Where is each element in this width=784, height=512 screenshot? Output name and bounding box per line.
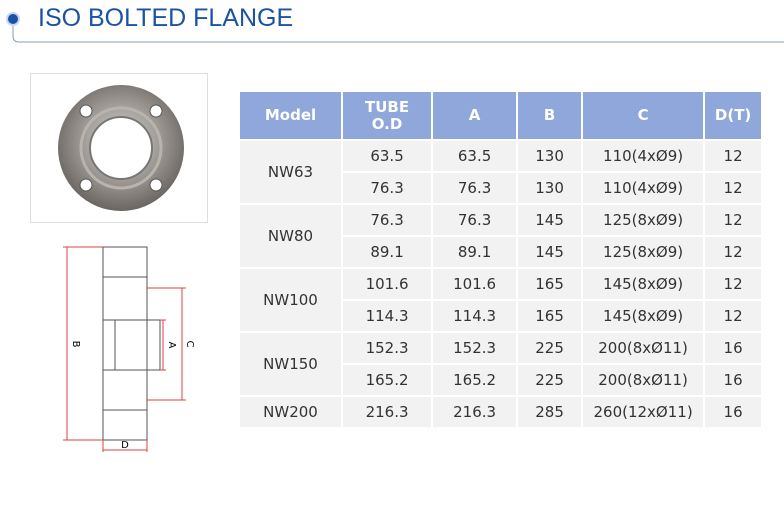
table-cell: 12 bbox=[705, 205, 762, 235]
table-cell: 165 bbox=[518, 269, 582, 299]
table-cell: 260(12xØ11) bbox=[583, 397, 704, 427]
table-cell: 145 bbox=[518, 237, 582, 267]
table-cell: 110(4xØ9) bbox=[583, 173, 704, 203]
table-row: NW200 216.3 216.3 285 260(12xØ11) 16 bbox=[240, 397, 762, 427]
table-cell: 89.1 bbox=[343, 237, 432, 267]
column-header: Model bbox=[240, 92, 341, 139]
dimension-label: B bbox=[70, 341, 81, 348]
table-cell: 125(8xØ9) bbox=[583, 205, 704, 235]
table-cell: 63.5 bbox=[343, 141, 432, 171]
table-cell: 152.3 bbox=[433, 333, 517, 363]
page-title: ISO BOLTED FLANGE bbox=[38, 4, 294, 32]
table-cell: 285 bbox=[518, 397, 582, 427]
column-header: D(T) bbox=[705, 92, 762, 139]
table-cell: 76.3 bbox=[433, 173, 517, 203]
flange-image bbox=[58, 85, 184, 211]
table-cell: 12 bbox=[705, 301, 762, 331]
table-cell: 89.1 bbox=[433, 237, 517, 267]
table-cell: 130 bbox=[518, 141, 582, 171]
table-row: NW63 63.5 63.5 130 110(4xØ9) 12 bbox=[240, 141, 762, 203]
table-cell: 216.3 bbox=[433, 397, 517, 427]
table-cell: 145(8xØ9) bbox=[583, 301, 704, 331]
column-header: C bbox=[583, 92, 704, 139]
table-row: 76.3 76.3 130 110(4xØ9) 12 bbox=[240, 173, 762, 203]
product-photo bbox=[30, 73, 208, 223]
model-cell: NW200 bbox=[240, 397, 341, 427]
model-cell: NW80 bbox=[240, 205, 341, 267]
header-row: Model TUBE O.D A B C D(T) bbox=[240, 92, 762, 139]
model-cell: NW100 bbox=[240, 269, 341, 331]
table-cell: 200(8xØ11) bbox=[583, 365, 704, 395]
table-cell: 16 bbox=[705, 397, 762, 427]
table-cell: 145 bbox=[518, 205, 582, 235]
model-cell: NW63 bbox=[240, 141, 341, 203]
table-cell: 165.2 bbox=[343, 365, 432, 395]
column-header: TUBE O.D bbox=[343, 92, 432, 139]
table-cell: 63.5 bbox=[433, 141, 517, 171]
table-cell: 152.3 bbox=[343, 333, 432, 363]
table-cell: 145(8xØ9) bbox=[583, 269, 704, 299]
spec-table: Model TUBE O.D A B C D(T) NW63 63.5 63.5 130 110(… bbox=[238, 90, 763, 429]
table-cell: 12 bbox=[705, 269, 762, 299]
dimension-label: D bbox=[121, 440, 129, 451]
table-cell: 16 bbox=[705, 333, 762, 363]
table-row: 89.1 89.1 145 125(8xØ9) 12 bbox=[240, 237, 762, 267]
header-decoration bbox=[6, 12, 784, 43]
table-cell: 200(8xØ11) bbox=[583, 333, 704, 363]
table-cell: 165.2 bbox=[433, 365, 517, 395]
table-cell: 125(8xØ9) bbox=[583, 237, 704, 267]
table-cell: 110(4xØ9) bbox=[583, 141, 704, 171]
table-cell: 225 bbox=[518, 333, 582, 363]
table-row: 165.2 165.2 225 200(8xØ11) 16 bbox=[240, 365, 762, 395]
dimension-label: C bbox=[184, 341, 195, 348]
table-cell: 16 bbox=[705, 365, 762, 395]
table-cell: 12 bbox=[705, 237, 762, 267]
table-row: NW100 101.6 101.6 165 145(8xØ9) 12 bbox=[240, 269, 762, 331]
table-cell: 130 bbox=[518, 173, 582, 203]
table-row: NW80 76.3 76.3 145 125(8xØ9) 12 bbox=[240, 205, 762, 267]
table-cell: 12 bbox=[705, 173, 762, 203]
dimension-label: A bbox=[166, 342, 177, 349]
table-cell: 76.3 bbox=[433, 205, 517, 235]
table-row: 114.3 114.3 165 145(8xØ9) 12 bbox=[240, 301, 762, 331]
column-header: A bbox=[433, 92, 517, 139]
model-cell: NW150 bbox=[240, 333, 341, 395]
table-cell: 114.3 bbox=[433, 301, 517, 331]
column-header: B bbox=[518, 92, 582, 139]
table-cell: 216.3 bbox=[343, 397, 432, 427]
table-cell: 101.6 bbox=[433, 269, 517, 299]
table-cell: 114.3 bbox=[343, 301, 432, 331]
table-cell: 76.3 bbox=[343, 173, 432, 203]
table-row: NW150 152.3 152.3 225 200(8xØ11) 16 bbox=[240, 333, 762, 395]
flange-drawing: B A C D bbox=[63, 246, 195, 452]
table-cell: 12 bbox=[705, 141, 762, 171]
table-cell: 101.6 bbox=[343, 269, 432, 299]
table-cell: 165 bbox=[518, 301, 582, 331]
table-cell: 225 bbox=[518, 365, 582, 395]
table-cell: 76.3 bbox=[343, 205, 432, 235]
